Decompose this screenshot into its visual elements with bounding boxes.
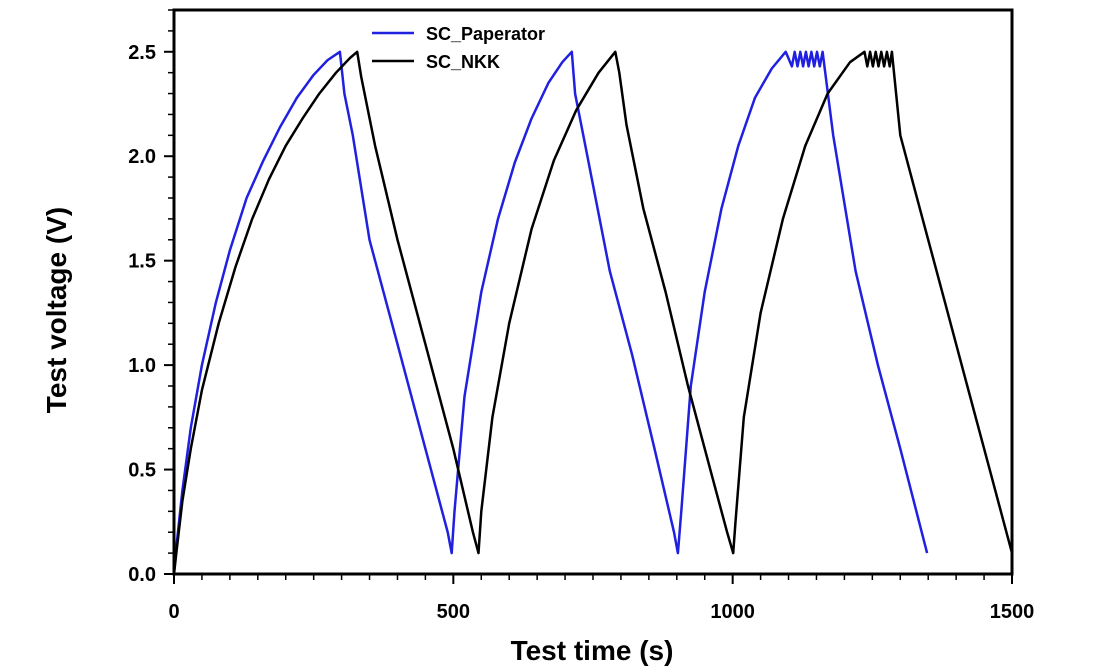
series-line-sc-paperator [172, 50, 929, 575]
y-tick-label: 2.5 [128, 42, 156, 64]
x-tick-label: 1000 [710, 601, 755, 623]
plot-frame [172, 8, 1014, 576]
x-tick-label: 0 [168, 601, 179, 623]
legend: SC_Paperator SC_NKK [372, 24, 545, 72]
series-line-sc-nkk [172, 50, 1014, 575]
legend-label-nkk: SC_NKK [426, 52, 500, 72]
legend-label-paperator: SC_Paperator [426, 24, 545, 44]
y-tick-label: 1.5 [128, 251, 156, 273]
y-tick-label: 0.5 [128, 460, 156, 482]
x-axis-title: Test time (s) [511, 635, 674, 666]
series-layer [172, 50, 1014, 575]
y-tick-label: 0.0 [128, 564, 156, 586]
tick-layer: 0 500 1000 1500 0.0 0.5 1.0 1.5 2.0 2.5 [128, 9, 1035, 623]
x-tick-label: 500 [437, 601, 470, 623]
y-tick-label: 2.0 [128, 146, 156, 168]
x-tick-label: 1500 [990, 601, 1035, 623]
y-tick-label: 1.0 [128, 355, 156, 377]
y-axis-title: Test voltage (V) [41, 207, 72, 413]
